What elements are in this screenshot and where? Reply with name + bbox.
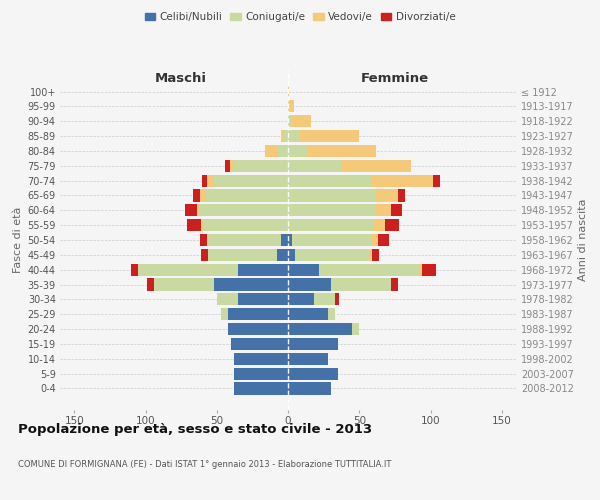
Bar	[288, 368, 338, 380]
Bar	[308, 145, 376, 157]
Bar	[207, 174, 214, 186]
Bar	[277, 145, 288, 157]
Bar	[295, 249, 369, 261]
Bar	[208, 249, 277, 261]
Bar	[288, 219, 373, 231]
Bar	[288, 382, 331, 394]
Bar	[319, 264, 419, 276]
Bar	[197, 204, 200, 216]
Bar	[288, 264, 319, 276]
Bar	[371, 234, 378, 246]
Bar	[234, 368, 288, 380]
Bar	[433, 174, 440, 186]
Bar	[331, 278, 391, 290]
Text: COMUNE DI FORMIGNANA (FE) - Dati ISTAT 1° gennaio 2013 - Elaborazione TUTTITALIA: COMUNE DI FORMIGNANA (FE) - Dati ISTAT 1…	[18, 460, 391, 469]
Bar	[288, 323, 352, 335]
Bar	[228, 323, 288, 335]
Bar	[202, 174, 207, 186]
Bar	[371, 174, 433, 186]
Y-axis label: Fasce di età: Fasce di età	[13, 207, 23, 273]
Bar	[265, 145, 277, 157]
Bar	[299, 130, 359, 142]
Bar	[200, 190, 205, 202]
Bar	[234, 382, 288, 394]
Bar	[288, 338, 338, 350]
Bar	[372, 249, 379, 261]
Bar	[291, 115, 311, 128]
Bar	[231, 338, 288, 350]
Bar	[230, 160, 234, 172]
Bar	[288, 160, 342, 172]
Bar	[369, 249, 372, 261]
Bar	[185, 204, 197, 216]
Bar	[214, 174, 288, 186]
Bar	[422, 264, 436, 276]
Bar	[288, 100, 294, 112]
Bar	[187, 219, 201, 231]
Bar	[288, 174, 371, 186]
Bar	[147, 278, 154, 290]
Bar	[288, 278, 331, 290]
Bar	[352, 323, 359, 335]
Bar	[207, 234, 281, 246]
Bar	[391, 204, 402, 216]
Bar	[139, 264, 238, 276]
Legend: Celibi/Nubili, Coniugati/e, Vedovi/e, Divorziati/e: Celibi/Nubili, Coniugati/e, Vedovi/e, Di…	[140, 8, 460, 26]
Bar	[226, 160, 230, 172]
Bar	[234, 160, 288, 172]
Bar	[288, 308, 328, 320]
Bar	[200, 204, 288, 216]
Bar	[221, 308, 228, 320]
Bar	[277, 249, 288, 261]
Bar	[217, 294, 238, 306]
Bar	[234, 352, 288, 365]
Bar	[376, 204, 391, 216]
Bar	[328, 308, 335, 320]
Bar	[281, 234, 288, 246]
Bar	[131, 264, 139, 276]
Bar	[284, 130, 288, 142]
Bar	[200, 234, 207, 246]
Bar	[238, 264, 288, 276]
Bar	[281, 130, 284, 142]
Bar	[342, 160, 410, 172]
Bar	[203, 219, 288, 231]
Text: Popolazione per età, sesso e stato civile - 2013: Popolazione per età, sesso e stato civil…	[18, 422, 372, 436]
Bar	[288, 204, 376, 216]
Bar	[378, 234, 389, 246]
Bar	[391, 278, 398, 290]
Bar	[288, 249, 295, 261]
Bar	[154, 278, 214, 290]
Bar	[201, 219, 203, 231]
Bar	[228, 308, 288, 320]
Text: Maschi: Maschi	[155, 72, 207, 86]
Bar	[288, 352, 328, 365]
Bar	[288, 86, 289, 98]
Text: Femmine: Femmine	[361, 72, 429, 86]
Bar	[314, 294, 335, 306]
Bar	[288, 145, 308, 157]
Bar	[214, 278, 288, 290]
Bar	[238, 294, 288, 306]
Bar	[205, 190, 288, 202]
Bar	[398, 190, 405, 202]
Bar	[335, 294, 340, 306]
Bar	[288, 130, 299, 142]
Bar	[288, 234, 292, 246]
Bar	[419, 264, 422, 276]
Bar	[376, 190, 398, 202]
Bar	[292, 234, 371, 246]
Y-axis label: Anni di nascita: Anni di nascita	[578, 198, 588, 281]
Bar	[193, 190, 200, 202]
Bar	[373, 219, 385, 231]
Bar	[288, 190, 376, 202]
Bar	[385, 219, 399, 231]
Bar	[288, 294, 314, 306]
Bar	[201, 249, 208, 261]
Bar	[288, 115, 291, 128]
